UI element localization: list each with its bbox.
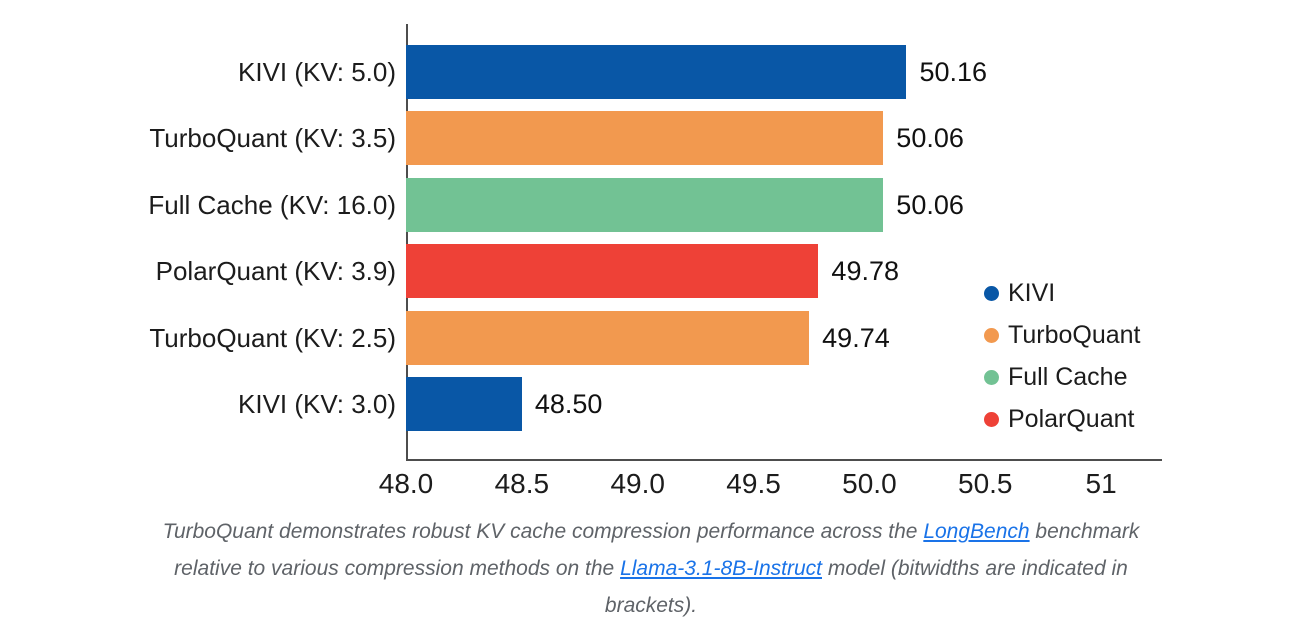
legend-label: TurboQuant xyxy=(1008,320,1141,349)
bar-value-label: 50.06 xyxy=(896,123,964,154)
legend-swatch-icon xyxy=(984,412,999,428)
category-label: PolarQuant (KV: 3.9) xyxy=(155,256,396,287)
category-label: Full Cache (KV: 16.0) xyxy=(148,189,396,220)
legend-item: PolarQuant xyxy=(984,399,1134,441)
bar xyxy=(406,310,810,365)
category-label: KIVI (KV: 5.0) xyxy=(238,57,396,87)
bar-value-label: 50.06 xyxy=(896,189,964,220)
category-label: KIVI (KV: 3.0) xyxy=(238,389,396,419)
legend-item: Full Cache xyxy=(984,357,1128,399)
caption-text: model (bitwidths are indicated in xyxy=(822,557,1128,580)
caption-text: relative to various compression methods … xyxy=(174,557,621,580)
bar xyxy=(406,111,884,166)
longbench-link[interactable]: LongBench xyxy=(923,520,1030,543)
x-tick-label: 50.5 xyxy=(958,468,1013,499)
x-tick-label: 50.0 xyxy=(842,468,897,499)
caption-line-1: TurboQuant demonstrates robust KV cache … xyxy=(0,513,1302,550)
x-tick-label: 49.0 xyxy=(610,468,665,499)
caption-text: brackets). xyxy=(604,594,698,617)
bar xyxy=(406,244,819,299)
legend-swatch-icon xyxy=(984,370,999,386)
legend-label: KIVI xyxy=(1008,278,1056,307)
plot-area: KIVI (KV: 5.0) 50.16 TurboQuant (KV: 3.5) 5… xyxy=(148,24,1162,499)
bar xyxy=(406,45,907,99)
llama-model-link[interactable]: Llama-3.1-8B-Instruct xyxy=(620,557,822,580)
legend-label: PolarQuant xyxy=(1008,405,1135,434)
legend-swatch-icon xyxy=(984,285,999,301)
x-tick-label: 48.0 xyxy=(378,468,434,499)
x-tick-label: 49.5 xyxy=(726,468,781,499)
x-tick-label: 51 xyxy=(1085,468,1117,499)
y-axis-line xyxy=(406,24,408,460)
bar-value-label: 49.74 xyxy=(822,322,890,353)
bar-value-label: 50.16 xyxy=(919,57,988,87)
category-label: TurboQuant (KV: 2.5) xyxy=(149,322,396,353)
x-axis-line xyxy=(406,459,1162,461)
caption-line-3: brackets). xyxy=(0,587,1302,624)
category-label: TurboQuant (KV: 3.5) xyxy=(149,123,396,154)
bar-value-label: 48.50 xyxy=(534,389,603,419)
bar-value-label: 49.78 xyxy=(831,256,899,287)
legend-item: KIVI xyxy=(984,272,1055,314)
figure-caption: TurboQuant demonstrates robust KV cache … xyxy=(0,513,1302,624)
legend-label: Full Cache xyxy=(1008,363,1128,392)
caption-text: benchmark xyxy=(1029,520,1140,543)
caption-line-2: relative to various compression methods … xyxy=(0,550,1302,587)
bar xyxy=(406,377,522,431)
caption-text: TurboQuant demonstrates robust KV cache … xyxy=(162,520,924,543)
legend-item: TurboQuant xyxy=(984,314,1140,356)
bar xyxy=(406,177,884,232)
legend-swatch-icon xyxy=(984,327,999,343)
x-tick-label: 48.5 xyxy=(494,468,550,499)
